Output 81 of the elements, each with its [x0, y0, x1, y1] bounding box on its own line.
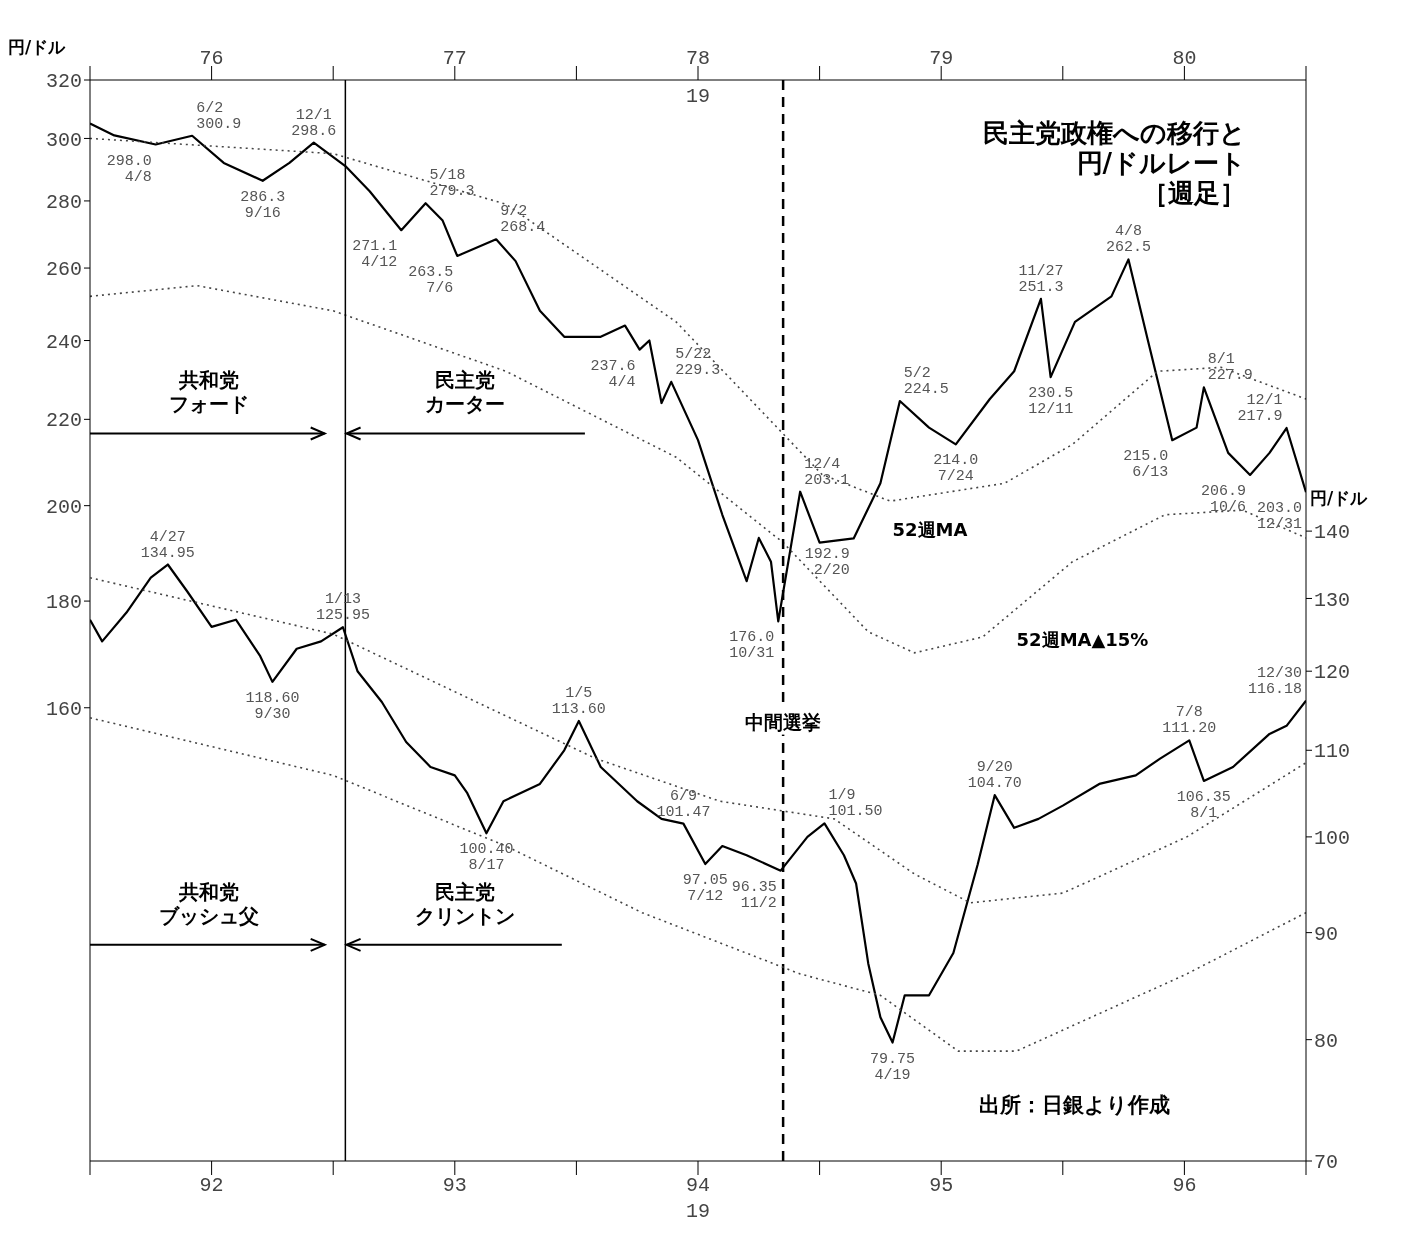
- y-tick-label: 90: [1314, 922, 1339, 946]
- annotation: 176.0 10/31: [729, 629, 775, 663]
- y-tick-label: 260: [45, 258, 82, 282]
- annotation: 286.3 9/16: [240, 188, 286, 222]
- annotation: 8/1 227.9: [1207, 351, 1253, 385]
- annotation: 出所：日銀より作成: [979, 1093, 1171, 1118]
- annotation: 298.0 4/8: [106, 152, 152, 186]
- y-tick-label: 130: [1314, 588, 1351, 612]
- y-tick-label: 120: [1314, 661, 1351, 685]
- annotation: 1/5 113.60: [551, 685, 606, 719]
- x-tick-label: 79: [929, 47, 954, 70]
- y-tick-label: 140: [1314, 521, 1351, 545]
- annotation: フォード: [169, 391, 250, 416]
- text: 民主党政権への移行と円/ドルレート: [982, 118, 1246, 178]
- x-tick-label: 76: [199, 47, 224, 70]
- annotation: 214.0 7/24: [933, 452, 979, 486]
- annotation: 9/20 104.70: [967, 759, 1022, 793]
- annotation: 79.75 4/19: [870, 1050, 916, 1084]
- annotation: 203.0 12/31: [1256, 500, 1302, 534]
- annotation: 5/22 229.3: [675, 345, 721, 379]
- annotation: 共和党: [178, 880, 240, 905]
- annotation: 271.1 4/12: [352, 238, 398, 272]
- annotation: 9/2 268.4: [500, 203, 546, 237]
- y-tick-label: 300: [45, 128, 82, 152]
- annotation: 5/18 279.3: [429, 167, 475, 201]
- x-tick-label: 78: [685, 47, 711, 70]
- annotation: 263.5 7/6: [408, 263, 454, 297]
- y-tick-label: 80: [1314, 1029, 1339, 1053]
- x-axis-title: 19: [685, 1200, 711, 1223]
- x-tick-label: 77: [442, 47, 467, 70]
- annotation: 206.9 10/6: [1201, 482, 1247, 516]
- annotation: 12/1 298.6: [291, 106, 337, 140]
- text: ［週足］: [1141, 178, 1246, 208]
- annotation: 237.6 4/4: [590, 357, 636, 391]
- y-tick-label: 110: [1314, 740, 1351, 764]
- annotation: 7/8 111.20: [1162, 704, 1217, 738]
- annotation: 民主党: [434, 368, 495, 392]
- x-tick-label: 96: [1172, 1174, 1197, 1198]
- annotation: 6/9 101.47: [656, 787, 711, 821]
- x-tick-label: 92: [199, 1174, 224, 1198]
- x-tick-label: 93: [442, 1174, 467, 1198]
- annotation: 12/1 217.9: [1237, 392, 1283, 426]
- y-tick-label: 100: [1314, 826, 1351, 850]
- annotation: 215.0 6/13: [1123, 448, 1169, 482]
- x-tick-label: 80: [1172, 47, 1197, 70]
- annotation: 民主党: [434, 880, 495, 905]
- ref-line-label: 中間選挙: [745, 710, 822, 733]
- annotation: 4/8 262.5: [1105, 223, 1151, 257]
- annotation: 192.9 2/20: [804, 546, 850, 580]
- y-tick-label: 200: [45, 495, 82, 519]
- y-tick-label: 180: [45, 591, 82, 615]
- annotation: 230.5 12/11: [1028, 385, 1074, 419]
- y-tick-label: 220: [45, 409, 82, 433]
- annotation: 5/2 224.5: [903, 365, 949, 399]
- y-tick-label: 70: [1314, 1151, 1339, 1175]
- x-tick-label: 94: [685, 1174, 711, 1198]
- annotation: 52週MA: [892, 519, 968, 541]
- y-tick-label: 320: [45, 70, 82, 94]
- annotation: ブッシュ父: [159, 904, 260, 929]
- annotation: 11/27 251.3: [1018, 262, 1064, 296]
- y-tick-label: 240: [45, 330, 82, 354]
- annotation: 12/30 116.18: [1247, 664, 1302, 698]
- y-tick-label: 160: [45, 697, 82, 721]
- annotation: カーター: [424, 391, 505, 416]
- annotation: 共和党: [178, 368, 240, 392]
- y-axis-title: 円/ドル: [1310, 487, 1368, 511]
- annotation: 100.40 8/17: [459, 841, 514, 875]
- y-axis-title: 円/ドル: [8, 36, 66, 59]
- x-axis-title: 19: [685, 85, 711, 108]
- annotation: 118.60 9/30: [245, 689, 300, 723]
- annotation: 52週MA▲15%: [1016, 629, 1149, 651]
- annotation: 106.35 8/1: [1176, 788, 1231, 822]
- annotation: 96.35 11/2: [731, 878, 777, 912]
- y-tick-label: 280: [45, 191, 82, 215]
- annotation: 97.05 7/12: [682, 872, 728, 906]
- annotation: 12/4 203.1: [804, 455, 850, 489]
- annotation: 1/9 101.50: [828, 787, 883, 821]
- annotation: 6/2 300.9: [196, 99, 242, 133]
- annotation: クリントン: [414, 904, 515, 929]
- annotation: 4/27 134.95: [140, 528, 195, 562]
- x-tick-label: 95: [929, 1174, 954, 1198]
